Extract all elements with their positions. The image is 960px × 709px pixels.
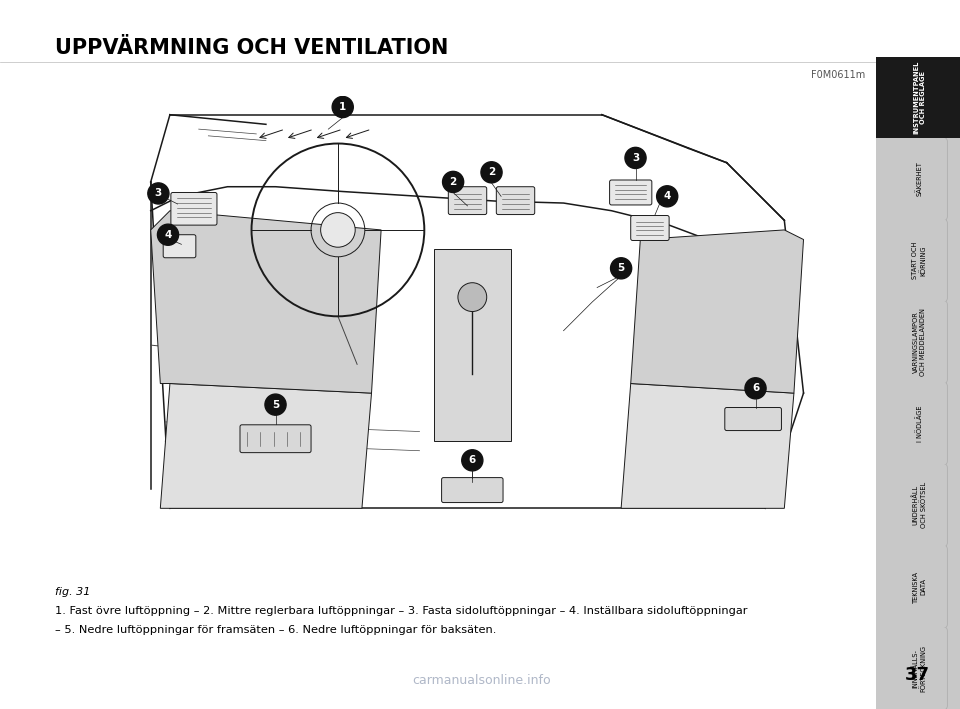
Text: 3: 3 xyxy=(632,153,639,163)
FancyBboxPatch shape xyxy=(867,464,948,547)
FancyBboxPatch shape xyxy=(610,180,652,205)
Text: – 5. Nedre luftöppningar för framsäten – 6. Nedre luftöppningar för baksäten.: – 5. Nedre luftöppningar för framsäten –… xyxy=(55,625,496,635)
Polygon shape xyxy=(160,384,372,508)
Text: 2: 2 xyxy=(488,167,495,177)
FancyBboxPatch shape xyxy=(171,192,217,225)
Circle shape xyxy=(625,147,646,169)
Circle shape xyxy=(265,394,286,415)
Text: carmanualsonline.info: carmanualsonline.info xyxy=(412,674,551,687)
Text: I NÖDLÄGE: I NÖDLÄGE xyxy=(916,406,923,442)
FancyBboxPatch shape xyxy=(442,478,503,503)
Circle shape xyxy=(148,183,169,204)
Text: fig. 31: fig. 31 xyxy=(55,587,90,597)
Circle shape xyxy=(321,213,355,247)
FancyBboxPatch shape xyxy=(163,235,196,258)
Polygon shape xyxy=(631,230,804,393)
Circle shape xyxy=(443,172,464,192)
Text: 6: 6 xyxy=(752,384,759,393)
Circle shape xyxy=(657,186,678,207)
Circle shape xyxy=(745,378,766,399)
Text: F0M0611m: F0M0611m xyxy=(811,70,866,80)
FancyBboxPatch shape xyxy=(867,545,948,628)
Text: UNDERHÅLL
OCH SKÖTSEL: UNDERHÅLL OCH SKÖTSEL xyxy=(912,482,926,528)
Circle shape xyxy=(332,96,353,118)
Circle shape xyxy=(458,283,487,311)
Text: INSTRUMENTPANEL
OCH REGLAGE: INSTRUMENTPANEL OCH REGLAGE xyxy=(913,61,926,134)
Bar xyxy=(434,249,511,441)
Text: INNEHÅLLS-
FÖRTECKNING: INNEHÅLLS- FÖRTECKNING xyxy=(912,644,926,692)
Polygon shape xyxy=(151,211,381,393)
Text: 3: 3 xyxy=(155,189,162,199)
FancyBboxPatch shape xyxy=(867,138,948,220)
FancyBboxPatch shape xyxy=(496,186,535,215)
Text: 1: 1 xyxy=(339,102,347,112)
FancyBboxPatch shape xyxy=(867,301,948,384)
Text: 5: 5 xyxy=(617,263,625,274)
FancyBboxPatch shape xyxy=(867,627,948,709)
FancyBboxPatch shape xyxy=(631,216,669,240)
Circle shape xyxy=(481,162,502,183)
Text: VARNINGSLAMPOR
OCH MEDDELANDEN: VARNINGSLAMPOR OCH MEDDELANDEN xyxy=(913,308,926,376)
Text: 5: 5 xyxy=(272,400,279,410)
Polygon shape xyxy=(621,384,794,508)
Text: START OCH
KÖRNING: START OCH KÖRNING xyxy=(912,242,926,279)
Text: UPPVÄRMNING OCH VENTILATION: UPPVÄRMNING OCH VENTILATION xyxy=(55,38,448,58)
Text: 4: 4 xyxy=(164,230,172,240)
Text: 37: 37 xyxy=(905,666,930,684)
FancyBboxPatch shape xyxy=(725,408,781,430)
FancyBboxPatch shape xyxy=(867,382,948,465)
Text: 6: 6 xyxy=(468,455,476,465)
Text: 4: 4 xyxy=(663,191,671,201)
Text: 2: 2 xyxy=(449,177,457,187)
FancyBboxPatch shape xyxy=(448,186,487,215)
Text: TEKNISKA
DATA: TEKNISKA DATA xyxy=(913,571,926,603)
FancyBboxPatch shape xyxy=(240,425,311,452)
Text: 1. Fast övre luftöppning – 2. Mittre reglerbara luftöppningar – 3. Fasta sidoluf: 1. Fast övre luftöppning – 2. Mittre reg… xyxy=(55,606,748,616)
Circle shape xyxy=(611,258,632,279)
FancyBboxPatch shape xyxy=(867,219,948,302)
Circle shape xyxy=(462,450,483,471)
Circle shape xyxy=(157,224,179,245)
Text: SÄKERHET: SÄKERHET xyxy=(916,162,923,196)
